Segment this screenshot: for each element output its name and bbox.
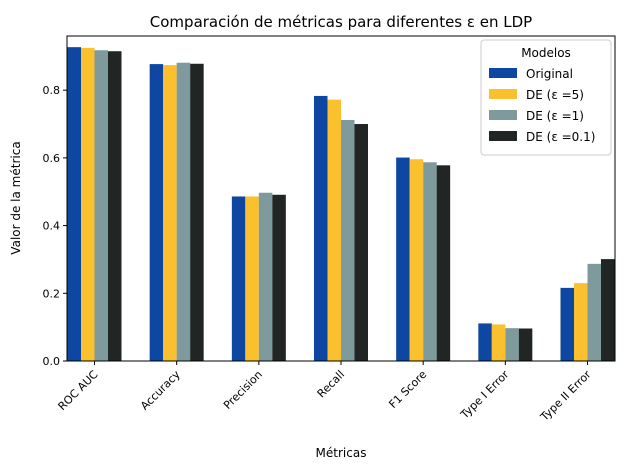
y-axis-label: Valor de la métrica <box>9 141 23 254</box>
x-tick-label: F1 Score <box>386 368 429 411</box>
legend-label: DE (ε =5) <box>526 88 584 102</box>
bar-de-5--precision <box>245 196 259 361</box>
bar-de-1--type-i-error <box>505 328 519 361</box>
legend: Modelos Original DE (ε =5) DE (ε =1) DE (ε … <box>480 39 612 156</box>
bar-de-0-1--precision <box>272 194 286 361</box>
bar-de-1--roc-auc <box>94 50 108 361</box>
legend-label: Original <box>526 67 573 81</box>
y-tick-label: 0.2 <box>43 287 61 300</box>
bar-de-1--accuracy <box>176 62 191 362</box>
bar-original-f1-score <box>396 157 410 361</box>
y-tick-label: 0.0 <box>43 355 61 368</box>
bar-original-precision <box>231 196 246 361</box>
x-tick-label: Type II Error <box>537 368 594 425</box>
bar-de-1--type-ii-error <box>587 263 601 361</box>
bar-de-1--precision <box>258 192 273 361</box>
y-tick-label: 0.8 <box>43 84 61 97</box>
bar-de-0-1--recall <box>354 124 368 361</box>
x-axis-label: Métricas <box>316 446 367 460</box>
bar-original-roc-auc <box>67 47 81 361</box>
bar-de-5--f1-score <box>409 159 424 361</box>
bar-original-recall <box>314 95 328 361</box>
bar-original-type-i-error <box>478 323 492 361</box>
chart-title: Comparación de métricas para diferentes … <box>150 13 532 31</box>
legend-swatch <box>489 131 517 141</box>
legend-label: DE (ε =0.1) <box>526 130 595 144</box>
x-tick-label: ROC AUC <box>56 368 101 413</box>
x-tick-label: Recall <box>315 368 347 400</box>
legend-title: Modelos <box>521 46 571 60</box>
bar-de-5--recall <box>327 99 341 361</box>
bar-de-0-1--type-i-error <box>518 328 533 361</box>
bar-de-0-1--type-ii-error <box>601 259 615 361</box>
x-tick-label: Precision <box>221 368 265 412</box>
bars-layer <box>67 47 615 362</box>
bar-de-1--f1-score <box>423 162 437 361</box>
bar-de-5--type-i-error <box>491 324 506 361</box>
legend-swatch <box>489 110 517 120</box>
legend-items: Original DE (ε =5) DE (ε =1) DE (ε =0.1) <box>489 67 595 144</box>
legend-swatch <box>489 68 517 78</box>
x-tick-label: Accuracy <box>138 368 183 413</box>
bar-de-5--roc-auc <box>81 47 95 361</box>
plot-frame <box>66 35 616 362</box>
y-tick-label: 0.6 <box>43 152 61 165</box>
legend-label: DE (ε =1) <box>526 109 584 123</box>
bar-de-0-1--roc-auc <box>108 51 122 361</box>
bar-de-5--type-ii-error <box>574 283 588 361</box>
bar-original-type-ii-error <box>560 287 574 361</box>
bar-de-0-1--f1-score <box>436 165 451 361</box>
bar-de-5--accuracy <box>163 65 177 361</box>
bar-de-0-1--accuracy <box>190 63 204 362</box>
y-tick-label: 0.4 <box>43 220 61 233</box>
bar-de-1--recall <box>341 119 355 361</box>
x-tick-label: Type I Error <box>457 368 511 422</box>
legend-swatch <box>489 89 517 99</box>
bar-original-accuracy <box>149 64 164 361</box>
